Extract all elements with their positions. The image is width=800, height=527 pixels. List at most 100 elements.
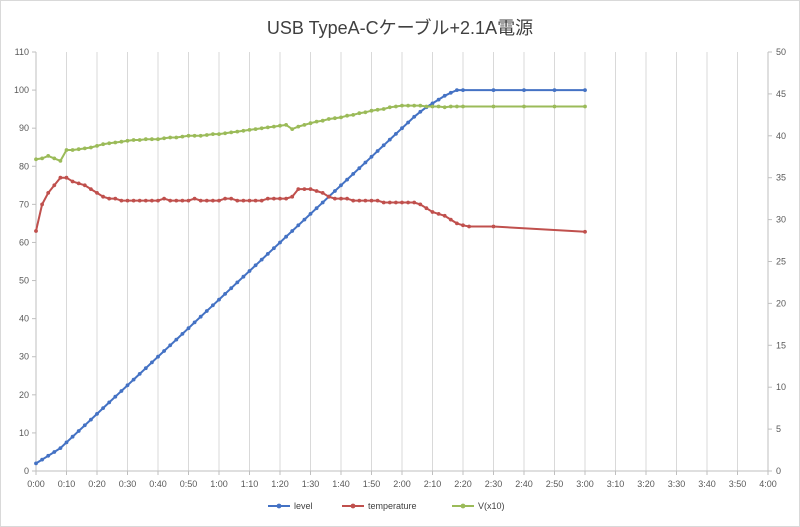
data-point [351,172,356,176]
x-tick-label: 4:00 [759,479,777,489]
x-tick-label: 1:00 [210,479,228,489]
data-point [89,187,93,192]
data-point [461,104,465,109]
data-point [357,166,362,171]
data-point [64,175,69,180]
data-point [46,154,51,158]
data-point [406,200,410,205]
x-tick-label: 2:10 [424,479,442,489]
data-point [95,144,99,148]
data-point [211,132,215,137]
data-point [52,450,57,454]
data-point [211,198,215,203]
data-point [412,114,417,119]
data-point [320,200,325,205]
data-point [241,198,246,203]
data-point [253,127,258,131]
data-point [125,383,130,388]
x-tick-label: 1:40 [332,479,350,489]
data-point [58,159,63,163]
data-point [424,206,429,211]
data-point [82,423,87,428]
axes [32,51,772,475]
data-point [192,133,197,138]
data-point [156,354,160,359]
data-point [442,105,447,110]
data-point [436,212,441,216]
data-point [235,129,240,134]
data-point [217,132,221,137]
data-point [436,97,441,102]
data-point [308,212,313,216]
data-point [52,183,57,188]
data-point [174,135,179,140]
legend-item-v-x10: V(x10) [452,501,505,511]
right-tick-label: 25 [776,257,786,267]
x-tick-label: 1:10 [241,479,259,489]
data-point [70,179,75,184]
right-tick-label: 15 [776,340,786,350]
data-point [375,107,380,112]
data-point [211,303,215,308]
data-point [52,156,57,161]
data-point [387,200,392,205]
data-point [461,88,465,92]
data-point [522,88,526,92]
data-point [381,200,386,205]
data-point [363,160,368,165]
data-point [186,326,191,331]
data-point [217,198,221,203]
data-point [150,360,154,365]
data-point [333,189,337,193]
data-point [143,198,148,203]
data-point [82,183,87,188]
data-point [284,234,288,239]
data-point [278,196,282,201]
data-point [455,221,459,226]
data-point [241,274,246,279]
data-point [448,217,453,222]
data-point [137,138,142,142]
data-point [339,196,343,201]
data-point [387,105,392,110]
data-point [162,196,167,201]
legend-marker [276,503,282,509]
data-point [320,191,325,195]
data-point [137,198,142,203]
data-point [192,196,197,201]
data-point [314,206,319,211]
left-tick-label: 100 [14,85,29,95]
data-point [150,137,154,142]
right-tick-label: 0 [776,466,781,476]
data-point [113,140,118,145]
x-tick-label: 0:40 [149,479,167,489]
data-point [345,196,349,201]
data-point [192,320,197,325]
data-point [296,124,301,129]
left-tick-label: 60 [19,237,29,247]
data-point [302,217,307,222]
data-point [491,88,496,92]
x-tick-label: 2:50 [546,479,564,489]
gridlines [35,52,769,471]
right-tick-label: 30 [776,215,786,225]
data-point [198,198,203,203]
data-point [247,127,252,132]
data-point [95,412,99,416]
x-tick-label: 0:30 [119,479,137,489]
data-point [375,198,380,203]
x-tick-label: 3:30 [668,479,686,489]
data-point [412,200,417,205]
data-point [296,223,301,228]
data-point [223,131,228,136]
data-point [64,440,69,445]
x-tick-label: 3:50 [729,479,747,489]
data-point [76,429,81,433]
data-point [491,104,496,109]
data-point [265,252,270,256]
data-point [412,103,417,108]
data-point [40,156,44,161]
left-tick-label: 50 [19,276,29,286]
data-point [217,297,221,302]
series-temperature [34,175,587,234]
